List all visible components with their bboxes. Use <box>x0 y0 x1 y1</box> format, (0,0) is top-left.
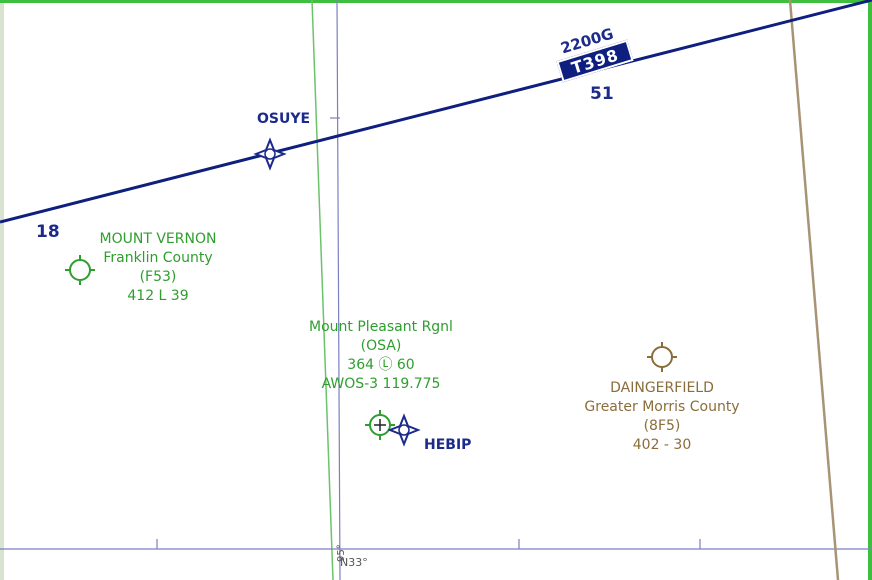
hebip-fix-icon <box>387 413 421 447</box>
map-top-border <box>0 0 872 3</box>
mount-pleasant-name: Mount Pleasant Rgnl <box>309 319 453 335</box>
mount-pleasant-label[interactable]: Mount Pleasant Rgnl (OSA) 364 Ⓛ 60 AWOS-… <box>296 318 466 394</box>
osuye-label[interactable]: OSUYE <box>257 111 311 127</box>
daingerfield-name: Greater Morris County <box>584 399 740 415</box>
map-right-border <box>868 0 872 580</box>
mount-vernon-city: MOUNT VERNON <box>99 231 217 247</box>
map-left-edge <box>0 0 4 580</box>
longitude-label: 95° <box>336 544 347 562</box>
mount-vernon-name: Franklin County <box>103 250 213 266</box>
airway-course-inbound: 18 <box>36 222 60 242</box>
daingerfield-city: DAINGERFIELD <box>610 380 714 396</box>
mount-pleasant-info: 364 Ⓛ 60 <box>347 357 415 373</box>
green-boundary-line <box>311 0 334 580</box>
longitude-grid-line <box>336 0 341 580</box>
brown-boundary-line <box>788 0 840 580</box>
airway-course-outbound: 51 <box>590 84 614 104</box>
mount-vernon-info: 412 L 39 <box>127 288 189 304</box>
mount-vernon-ident: (F53) <box>139 269 177 285</box>
mount-pleasant-weather: AWOS-3 119.775 <box>321 376 441 392</box>
mount-pleasant-airport-icon <box>365 410 395 440</box>
daingerfield-info: 402 - 30 <box>632 437 692 453</box>
mount-pleasant-ident: (OSA) <box>360 338 402 354</box>
latitude-label: N33° <box>340 556 368 569</box>
daingerfield-airport-icon <box>647 342 677 372</box>
airway-t398-line <box>0 0 872 224</box>
osuye-fix-icon <box>253 137 287 171</box>
mount-vernon-label[interactable]: MOUNT VERNON Franklin County (F53) 412 L… <box>88 230 228 306</box>
daingerfield-ident: (8F5) <box>643 418 681 434</box>
mount-vernon-airport-icon <box>65 255 95 285</box>
daingerfield-label[interactable]: DAINGERFIELD Greater Morris County (8F5)… <box>572 379 752 455</box>
hebip-label[interactable]: HEBIP <box>424 437 472 453</box>
